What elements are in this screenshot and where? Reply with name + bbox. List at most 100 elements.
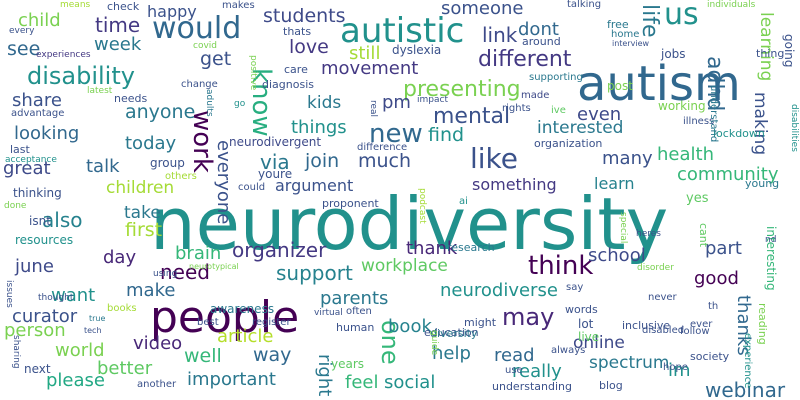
cloud-word-register: register xyxy=(252,317,291,328)
cloud-word-still: still xyxy=(349,43,381,64)
cloud-word-read: read xyxy=(494,345,535,366)
cloud-word-things: things xyxy=(291,117,347,138)
cloud-word-change: change xyxy=(181,79,218,90)
cloud-word-workplace: workplace xyxy=(361,256,448,276)
cloud-word-find: find xyxy=(428,124,465,146)
cloud-word-issues: issues xyxy=(4,280,14,308)
cloud-word-rights: rights xyxy=(502,103,531,114)
cloud-word-mental: mental xyxy=(433,104,511,129)
cloud-word-article: article xyxy=(217,326,274,347)
cloud-word-something: something xyxy=(472,175,557,194)
cloud-word-always: always xyxy=(551,345,586,356)
cloud-word-make: make xyxy=(126,280,176,301)
cloud-word-movement: movement xyxy=(321,58,419,79)
cloud-word-real: real xyxy=(368,100,378,118)
cloud-word-impact: impact xyxy=(417,95,448,105)
cloud-word-free: free xyxy=(607,18,629,31)
cloud-word-support: support xyxy=(276,261,353,285)
cloud-word-jobs: jobs xyxy=(661,47,686,61)
cloud-word-years: years xyxy=(331,357,365,371)
cloud-word-check: check xyxy=(107,0,140,13)
cloud-word-cant: cant xyxy=(697,223,710,248)
cloud-word-get: get xyxy=(200,48,232,70)
cloud-word-disorder: disorder xyxy=(637,263,674,273)
cloud-word-first: first xyxy=(125,219,163,241)
cloud-word-take: take xyxy=(124,203,161,223)
cloud-word-thank: thank xyxy=(406,238,458,259)
cloud-word-reading: reading xyxy=(756,303,769,345)
cloud-word-post: post xyxy=(607,79,633,93)
cloud-word-way: way xyxy=(253,344,292,366)
cloud-word-never: never xyxy=(648,292,677,303)
cloud-word-also: also xyxy=(42,208,83,232)
cloud-word-kids: kids xyxy=(307,93,342,113)
cloud-word-makes: makes xyxy=(222,0,255,11)
cloud-word-autism: autism xyxy=(577,56,741,112)
cloud-word-love: love xyxy=(289,36,329,58)
cloud-word-see: see xyxy=(7,38,41,60)
cloud-word-illness: illness xyxy=(683,116,715,127)
cloud-word-link: link xyxy=(482,23,518,47)
cloud-word-think: think xyxy=(528,251,594,281)
cloud-word-week: week xyxy=(94,34,142,55)
cloud-word-good: good xyxy=(694,268,739,289)
cloud-word-last: last xyxy=(10,143,30,156)
cloud-word-book: book xyxy=(388,316,432,337)
cloud-word-experience: experience xyxy=(742,333,753,389)
cloud-word-human: human xyxy=(336,321,375,334)
cloud-word-social: social xyxy=(384,372,436,393)
cloud-word-neurodiverse: neurodiverse xyxy=(440,280,558,301)
cloud-word-need: need xyxy=(160,260,210,284)
cloud-word-going: going xyxy=(782,34,796,68)
cloud-word-organizer: organizer xyxy=(232,238,327,262)
cloud-word-autistic: autistic xyxy=(340,11,465,51)
cloud-word-diagnosis: diagnosis xyxy=(262,78,314,91)
cloud-word-young: young xyxy=(745,177,780,190)
cloud-word-yes: yes xyxy=(686,191,709,206)
cloud-word-talk: talk xyxy=(86,156,120,177)
cloud-word-th: th xyxy=(708,301,719,312)
cloud-word-next: next xyxy=(24,362,51,376)
cloud-word-school: school xyxy=(588,245,646,266)
cloud-word-brain: brain xyxy=(175,243,222,264)
cloud-word-part: part xyxy=(705,238,742,259)
cloud-word-nd: nd xyxy=(765,235,777,245)
cloud-word-special: special xyxy=(618,212,628,244)
cloud-word-done: done xyxy=(4,201,27,211)
cloud-word-dyslexia: dyslexia xyxy=(392,43,442,57)
cloud-word-isnt: isnt xyxy=(29,214,51,228)
cloud-word-acceptance: acceptance xyxy=(5,155,57,165)
cloud-word-blog: blog xyxy=(599,379,623,392)
cloud-word-thought: thought xyxy=(38,293,74,303)
cloud-word-via: via xyxy=(260,150,290,174)
cloud-word-society: society xyxy=(690,350,730,363)
cloud-word-please: please xyxy=(46,370,105,391)
cloud-word-follow: follow xyxy=(680,326,710,337)
cloud-word-true: true xyxy=(89,314,106,323)
cloud-word-people: people xyxy=(150,292,300,343)
cloud-word-means: means xyxy=(60,0,91,10)
cloud-word-ive: ive xyxy=(551,105,566,116)
cloud-word-even: even xyxy=(577,104,622,125)
cloud-word-use: use xyxy=(505,365,523,376)
cloud-word-would: would xyxy=(152,11,242,46)
cloud-word-sharing: sharing xyxy=(11,335,21,369)
cloud-word-another: another xyxy=(137,379,177,390)
cloud-word-around: around xyxy=(522,35,561,48)
cloud-word-great: great xyxy=(3,158,51,179)
cloud-word-community: community xyxy=(677,164,779,185)
cloud-word-world: world xyxy=(55,340,105,361)
cloud-word-tech: tech xyxy=(84,326,102,335)
cloud-word-advantage: advantage xyxy=(11,108,65,119)
cloud-word-adults: adults xyxy=(204,89,214,117)
cloud-word-care: care xyxy=(284,63,308,76)
cloud-word-many: many xyxy=(602,148,653,169)
cloud-word-might: might xyxy=(464,316,497,329)
cloud-word-lockdown: lockdown xyxy=(713,127,765,140)
cloud-word-every: every xyxy=(9,26,35,36)
cloud-word-everyone: everyone xyxy=(213,140,234,225)
cloud-word-different: different xyxy=(478,47,572,72)
cloud-word-proponent: proponent xyxy=(322,197,379,210)
cloud-word-students: students xyxy=(263,5,346,27)
